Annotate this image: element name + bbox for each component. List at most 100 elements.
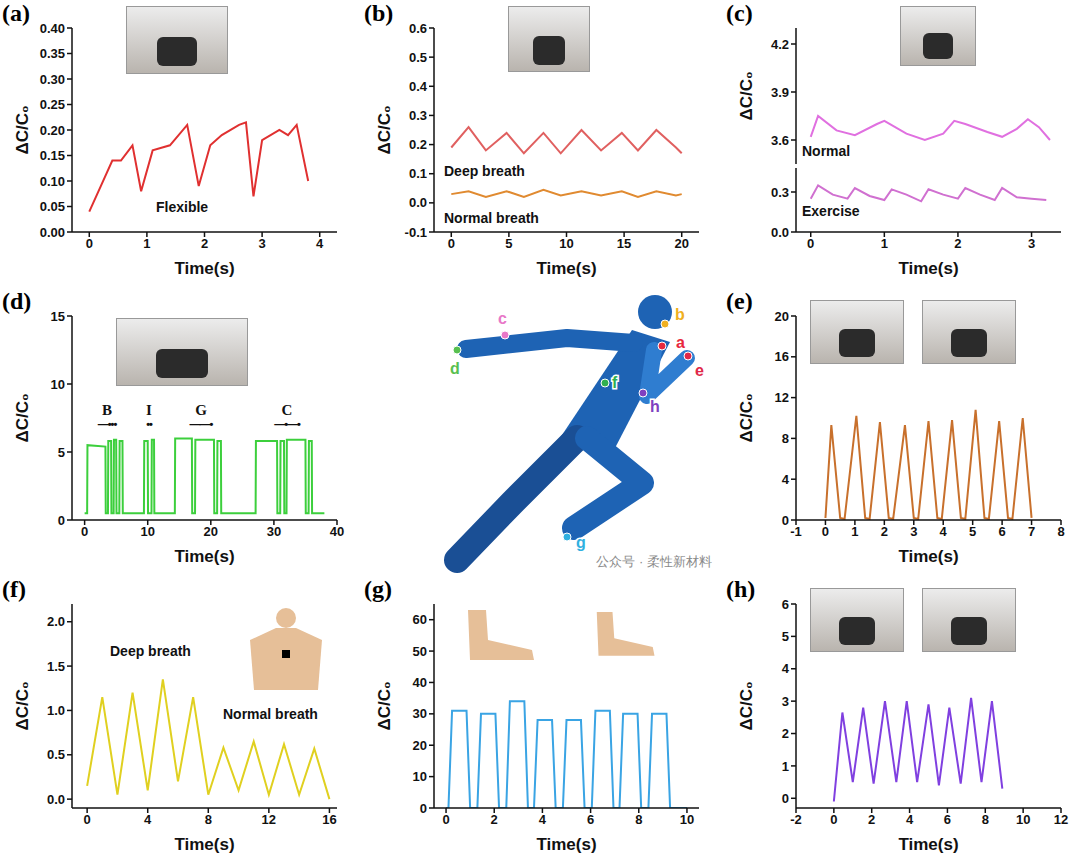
svg-text:0.40: 0.40 <box>40 21 65 36</box>
svg-text:ΔC/C₀: ΔC/C₀ <box>375 681 394 730</box>
svg-text:a: a <box>676 334 685 351</box>
svg-text:1.5: 1.5 <box>47 659 65 674</box>
svg-text:3: 3 <box>910 524 917 539</box>
svg-text:1: 1 <box>143 236 150 251</box>
svg-text:4: 4 <box>782 472 790 487</box>
svg-text:2: 2 <box>881 524 888 539</box>
svg-text:1: 1 <box>782 759 789 774</box>
svg-text:8: 8 <box>635 812 642 827</box>
svg-text:7: 7 <box>1028 524 1035 539</box>
svg-text:4: 4 <box>906 812 914 827</box>
svg-text:0: 0 <box>807 236 814 251</box>
svg-text:0: 0 <box>84 812 91 827</box>
svg-text:10: 10 <box>413 769 427 784</box>
svg-text:ΔC/C₀: ΔC/C₀ <box>375 105 394 154</box>
svg-text:0: 0 <box>782 791 789 806</box>
svg-text:0: 0 <box>58 513 65 528</box>
svg-text:0.0: 0.0 <box>771 225 789 240</box>
svg-text:0: 0 <box>442 812 449 827</box>
svg-text:8: 8 <box>982 812 989 827</box>
svg-text:12: 12 <box>1054 812 1068 827</box>
svg-text:0.3: 0.3 <box>409 108 427 123</box>
svg-text:0.15: 0.15 <box>40 148 65 163</box>
svg-text:b: b <box>675 306 685 323</box>
svg-text:20: 20 <box>413 738 427 753</box>
svg-text:-1: -1 <box>790 524 802 539</box>
svg-text:Time(s): Time(s) <box>536 835 596 854</box>
svg-text:4: 4 <box>316 236 324 251</box>
svg-text:2: 2 <box>954 236 961 251</box>
svg-text:0.5: 0.5 <box>47 747 65 762</box>
svg-text:0.6: 0.6 <box>409 21 427 36</box>
svg-text:4: 4 <box>539 812 547 827</box>
svg-text:ΔC/C₀: ΔC/C₀ <box>13 681 32 730</box>
svg-text:4.2: 4.2 <box>771 37 789 52</box>
svg-text:f: f <box>612 374 618 391</box>
svg-text:0.25: 0.25 <box>40 97 65 112</box>
svg-text:8: 8 <box>782 431 789 446</box>
svg-text:0.10: 0.10 <box>40 174 65 189</box>
svg-text:-2: -2 <box>790 812 802 827</box>
svg-text:10: 10 <box>51 377 65 392</box>
svg-text:40: 40 <box>330 524 344 539</box>
svg-text:0: 0 <box>86 236 93 251</box>
svg-text:12: 12 <box>262 812 276 827</box>
svg-text:0: 0 <box>782 513 789 528</box>
svg-text:30: 30 <box>267 524 281 539</box>
svg-text:2: 2 <box>491 812 498 827</box>
svg-text:3.6: 3.6 <box>771 133 789 148</box>
svg-text:4: 4 <box>782 661 790 676</box>
svg-text:g: g <box>576 534 586 551</box>
svg-text:20: 20 <box>674 236 688 251</box>
svg-text:20: 20 <box>775 309 789 324</box>
svg-text:15: 15 <box>51 309 65 324</box>
svg-text:Time(s): Time(s) <box>174 547 234 566</box>
svg-text:4: 4 <box>940 524 948 539</box>
svg-text:2.0: 2.0 <box>47 614 65 629</box>
svg-text:1: 1 <box>851 524 858 539</box>
svg-text:0: 0 <box>81 524 88 539</box>
svg-text:20: 20 <box>204 524 218 539</box>
svg-text:ΔC/C₀: ΔC/C₀ <box>737 681 756 730</box>
svg-text:0: 0 <box>448 236 455 251</box>
svg-text:d: d <box>450 360 460 377</box>
svg-text:0.1: 0.1 <box>409 166 427 181</box>
svg-text:Time(s): Time(s) <box>898 259 958 278</box>
svg-text:10: 10 <box>559 236 573 251</box>
svg-text:ΔC/C₀: ΔC/C₀ <box>13 393 32 442</box>
svg-text:10: 10 <box>140 524 154 539</box>
svg-text:0: 0 <box>830 812 837 827</box>
svg-text:30: 30 <box>413 706 427 721</box>
svg-text:5: 5 <box>58 445 65 460</box>
svg-text:c: c <box>498 310 507 327</box>
svg-text:Time(s): Time(s) <box>174 835 234 854</box>
svg-text:e: e <box>695 362 704 379</box>
svg-text:16: 16 <box>322 812 336 827</box>
svg-text:0.2: 0.2 <box>409 137 427 152</box>
svg-text:3: 3 <box>1028 236 1035 251</box>
svg-text:0.0: 0.0 <box>47 792 65 807</box>
svg-text:0: 0 <box>420 801 427 816</box>
svg-text:16: 16 <box>775 349 789 364</box>
svg-text:8: 8 <box>205 812 212 827</box>
svg-text:5: 5 <box>505 236 512 251</box>
svg-text:6: 6 <box>782 597 789 612</box>
svg-text:0.35: 0.35 <box>40 46 65 61</box>
svg-text:2: 2 <box>782 726 789 741</box>
svg-text:10: 10 <box>680 812 694 827</box>
svg-text:Time(s): Time(s) <box>898 835 958 854</box>
svg-text:3: 3 <box>782 694 789 709</box>
svg-text:公众号 · 柔性新材料: 公众号 · 柔性新材料 <box>596 554 712 569</box>
svg-text:40: 40 <box>413 675 427 690</box>
svg-text:4: 4 <box>144 812 152 827</box>
svg-text:12: 12 <box>775 390 789 405</box>
svg-text:ΔC/C₀: ΔC/C₀ <box>13 105 32 154</box>
svg-text:6: 6 <box>944 812 951 827</box>
svg-text:2: 2 <box>868 812 875 827</box>
svg-text:6: 6 <box>587 812 594 827</box>
svg-text:Time(s): Time(s) <box>174 259 234 278</box>
svg-text:6: 6 <box>998 524 1005 539</box>
svg-text:1: 1 <box>881 236 888 251</box>
svg-text:15: 15 <box>617 236 631 251</box>
svg-text:Time(s): Time(s) <box>898 547 958 566</box>
